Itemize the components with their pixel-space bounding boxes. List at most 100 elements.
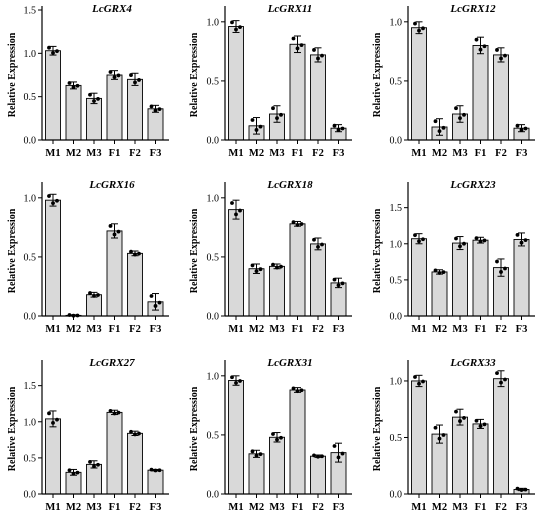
replicate-point xyxy=(133,432,137,437)
y-tick-label: 0.5 xyxy=(24,252,37,263)
bar-m3 xyxy=(86,463,102,495)
x-tick-label: M2 xyxy=(249,324,264,335)
replicate-point xyxy=(96,462,100,467)
replicate-point xyxy=(482,44,487,49)
replicate-point xyxy=(55,198,59,203)
replicate-point xyxy=(462,241,466,246)
replicate-point xyxy=(462,416,466,420)
replicate-point xyxy=(71,85,76,90)
x-tick-label: M1 xyxy=(45,502,60,513)
panel-lcgrx18: LcGRX18 Relative Expression 0.0 0.5 1.0 M1 M2 M… xyxy=(189,179,352,335)
panel-title: LcGRX18 xyxy=(266,179,313,191)
replicate-point xyxy=(320,242,324,247)
panel-lcgrx11: LcGRX11 Relative Expression 0.0 0.5 1.0 M1 M2 M… xyxy=(189,3,352,159)
x-tick-label: F1 xyxy=(109,502,121,513)
panel-title: LcGRX33 xyxy=(449,357,496,369)
x-tick-label: F1 xyxy=(109,324,121,335)
replicate-point xyxy=(129,249,133,254)
replicate-point xyxy=(258,452,263,457)
replicate-point xyxy=(523,487,528,492)
replicate-point xyxy=(112,411,117,416)
x-tick-label: M1 xyxy=(228,502,243,513)
y-tick-label: 1.0 xyxy=(390,239,403,250)
replicate-point xyxy=(515,232,520,237)
replicate-point xyxy=(96,293,100,297)
replicate-point xyxy=(413,375,417,379)
replicate-point xyxy=(291,220,296,225)
bar-f2 xyxy=(127,432,143,495)
replicate-point xyxy=(234,212,238,217)
replicate-point xyxy=(238,208,242,213)
replicate-point xyxy=(519,240,524,245)
bar-f1 xyxy=(472,239,489,317)
y-tick-label: 1.5 xyxy=(24,381,37,392)
replicate-point xyxy=(458,244,462,249)
bar-f2 xyxy=(310,455,326,495)
x-tick-label: M1 xyxy=(411,502,426,513)
replicate-point xyxy=(433,119,438,124)
bar-m3 xyxy=(452,242,468,317)
panel-lcgrx16: LcGRX16 Relative Expression 0.0 0.5 1.0 M1 M2 M… xyxy=(7,179,169,335)
replicate-point xyxy=(157,107,162,112)
replicate-point xyxy=(316,454,320,459)
y-axis-label: Relative Expression xyxy=(7,208,18,293)
replicate-point xyxy=(413,233,417,238)
x-tick-label: F1 xyxy=(475,502,487,513)
replicate-point xyxy=(417,28,421,33)
y-tick-label: 1.0 xyxy=(24,49,37,60)
x-tick-label: F3 xyxy=(333,148,345,159)
replicate-point xyxy=(108,70,113,74)
x-tick-label: M3 xyxy=(269,148,284,159)
bar-f2 xyxy=(310,243,326,317)
x-tick-label: F3 xyxy=(150,502,162,513)
panel-title: LcGRX11 xyxy=(267,3,313,15)
replicate-point xyxy=(238,25,242,30)
replicate-point xyxy=(149,467,154,472)
replicate-point xyxy=(279,264,283,269)
panel-lcgrx23: LcGRX23 Relative Expression 0.0 0.5 1.0 1.5 M1… xyxy=(372,179,535,335)
replicate-point xyxy=(153,108,158,113)
replicate-point xyxy=(153,468,158,473)
replicate-point xyxy=(88,459,92,464)
replicate-point xyxy=(137,251,141,256)
replicate-point xyxy=(116,229,121,234)
replicate-point xyxy=(92,99,96,103)
replicate-point xyxy=(133,80,137,85)
replicate-point xyxy=(437,436,442,441)
y-tick-label: 0.0 xyxy=(390,490,403,501)
y-tick-label: 1.0 xyxy=(24,417,37,428)
replicate-point xyxy=(51,420,55,425)
replicate-point xyxy=(417,239,421,244)
y-tick-label: 1.5 xyxy=(390,203,403,214)
replicate-point xyxy=(454,106,458,111)
replicate-point xyxy=(495,48,499,52)
replicate-point xyxy=(51,201,55,206)
y-axis-label: Relative Expression xyxy=(372,208,383,293)
replicate-point xyxy=(503,53,507,58)
bar-f2 xyxy=(493,378,509,495)
x-tick-label: F1 xyxy=(475,148,487,159)
replicate-point xyxy=(55,417,59,422)
replicate-point xyxy=(271,432,275,436)
replicate-point xyxy=(258,124,263,129)
replicate-point xyxy=(482,422,487,427)
replicate-point xyxy=(88,92,92,97)
bar-f3 xyxy=(147,108,164,141)
replicate-point xyxy=(523,238,528,242)
panel-title: LcGRX12 xyxy=(449,3,496,15)
x-tick-label: F1 xyxy=(292,148,304,159)
y-tick-label: 1.0 xyxy=(207,193,220,204)
replicate-point xyxy=(519,128,524,132)
x-tick-label: F2 xyxy=(495,148,507,159)
bar-f2 xyxy=(127,252,143,317)
replicate-point xyxy=(47,194,51,198)
replicate-point xyxy=(116,73,121,78)
y-tick-label: 0.5 xyxy=(207,76,220,87)
replicate-point xyxy=(332,277,337,282)
x-tick-label: M2 xyxy=(66,502,81,513)
replicate-point xyxy=(519,488,524,492)
bar-m3 xyxy=(86,294,102,317)
bar-m1 xyxy=(411,238,427,317)
x-tick-label: M2 xyxy=(432,324,447,335)
y-tick-label: 0.5 xyxy=(207,430,220,441)
